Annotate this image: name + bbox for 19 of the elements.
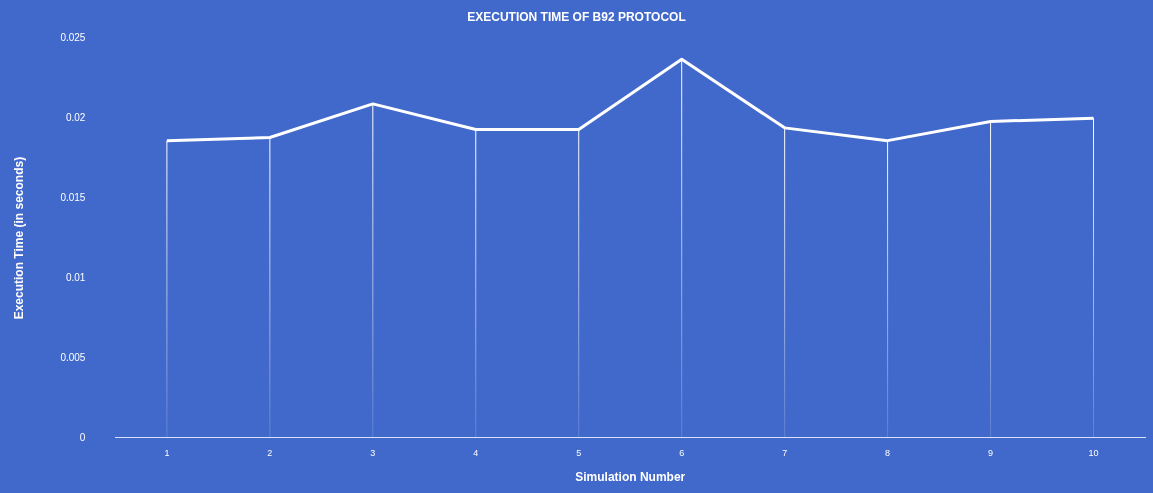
x-tick-label: 9 [988,447,994,458]
y-tick-label: 0 [79,431,86,443]
y-tick-label: 0.015 [60,191,86,203]
x-tick-label: 8 [885,447,891,458]
y-tick-label: 0.01 [65,271,86,283]
x-tick-label: 3 [370,447,376,458]
x-tick-label: 7 [782,447,788,458]
y-tick-label: 0.025 [60,32,86,44]
chart-title: EXECUTION TIME OF B92 PROTOCOL [467,9,686,24]
x-axis-title: Simulation Number [575,470,686,485]
x-tick-label: 5 [576,447,582,458]
x-tick-label: 6 [679,447,685,458]
x-tick-label: 4 [473,447,479,458]
x-tick-label: 2 [267,447,273,458]
y-tick-label: 0.005 [60,351,86,363]
x-tick-label: 1 [164,447,170,458]
x-tick-label: 10 [1088,447,1099,458]
y-tick-label: 0.02 [65,112,86,124]
y-axis-title: Execution Time (in seconds) [11,156,26,320]
